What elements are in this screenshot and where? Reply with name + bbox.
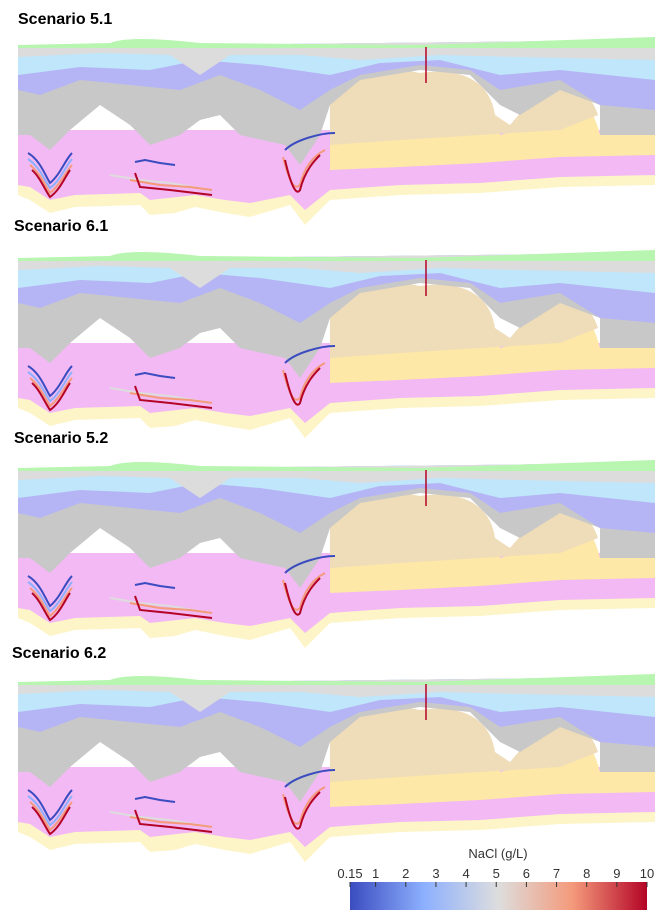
colorbar-label: NaCl (g/L)	[468, 846, 527, 861]
figure: Scenario 5.1 Scenario 6.1 Scenario 5.2 Scen…	[0, 0, 659, 912]
tick-label: 6	[523, 866, 530, 881]
cross-section	[18, 674, 655, 862]
cross-section	[18, 460, 655, 648]
panel-title: Scenario 6.1	[14, 218, 108, 235]
cross-section	[18, 250, 655, 438]
cross-section	[18, 37, 655, 225]
panel: Scenario 6.2	[12, 645, 655, 862]
tick-label: 8	[583, 866, 590, 881]
tick-label: 2	[402, 866, 409, 881]
colorbar: NaCl (g/L) 0.15 1 2 3 4 5 6 7 8 9 10	[337, 846, 654, 910]
tick-label: 7	[553, 866, 560, 881]
panel-title: Scenario 5.1	[18, 11, 112, 28]
tick-label: 0.15	[337, 866, 362, 881]
panel: Scenario 5.2	[14, 430, 655, 648]
tick-label: 3	[432, 866, 439, 881]
panel-title: Scenario 6.2	[12, 645, 106, 662]
tick-label: 10	[640, 866, 654, 881]
tick-label: 4	[462, 866, 469, 881]
tick-label: 1	[372, 866, 379, 881]
colorbar-ramp	[350, 882, 647, 910]
panel: Scenario 5.1	[18, 11, 655, 225]
panels: Scenario 5.1 Scenario 6.1 Scenario 5.2 Scen…	[12, 11, 655, 862]
panel-title: Scenario 5.2	[14, 430, 108, 447]
tick-label: 9	[613, 866, 620, 881]
panel: Scenario 6.1	[14, 218, 655, 438]
tick-label: 5	[493, 866, 500, 881]
